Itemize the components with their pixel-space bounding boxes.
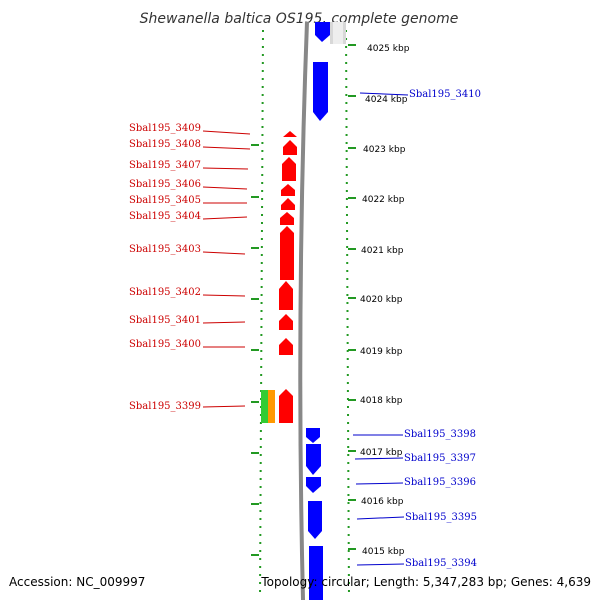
gene-arrow-reverse[interactable]: [281, 198, 295, 210]
gene-label[interactable]: Sbal195_3407: [129, 160, 201, 171]
scale-label: 4017 kbp: [360, 448, 403, 458]
gene-label[interactable]: Sbal195_3402: [129, 287, 201, 298]
gene-label[interactable]: Sbal195_3410: [409, 89, 481, 100]
gene-label[interactable]: Sbal195_3396: [404, 477, 476, 488]
scale-label: 4022 kbp: [362, 195, 405, 205]
label-leader-line: [202, 294, 246, 297]
reverse-strand-genes: [261, 131, 297, 423]
gene-label[interactable]: Sbal195_3404: [129, 211, 201, 222]
gene-arrow-reverse[interactable]: [279, 281, 293, 310]
right-dotted-ruler: [345, 29, 350, 599]
gene-label[interactable]: Sbal195_3398: [404, 429, 476, 440]
gene-label[interactable]: Sbal195_3409: [129, 123, 201, 134]
gene-arrow-reverse[interactable]: [279, 389, 293, 423]
gene-arrow-forward[interactable]: [309, 546, 323, 600]
scale-label: 4015 kbp: [362, 547, 405, 557]
left-gene-labels: Sbal195_3409 Sbal195_3408 Sbal195_3407 S…: [129, 123, 251, 412]
label-leader-line: [202, 251, 246, 255]
genome-backbone: [298, 21, 309, 600]
forward-strand-genes: [306, 22, 330, 600]
scale-tick-marks: [251, 44, 356, 556]
gene-label[interactable]: Sbal195_3394: [405, 558, 477, 569]
gene-label[interactable]: Sbal195_3395: [405, 512, 477, 523]
gene-label[interactable]: Sbal195_3397: [404, 453, 476, 464]
scale-label: 4023 kbp: [363, 145, 406, 155]
label-leader-line: [202, 321, 246, 324]
label-leader-line: [356, 516, 405, 520]
gene-arrow-reverse[interactable]: [283, 140, 297, 155]
gene-arrow-reverse[interactable]: [280, 212, 294, 225]
scale-label: 4024 kbp: [365, 95, 408, 105]
label-leader-line: [356, 563, 405, 566]
gene-arrow-forward[interactable]: [306, 444, 321, 475]
right-gene-labels: Sbal195_3410 Sbal195_3398 Sbal195_3397 S…: [353, 89, 481, 569]
gene-label[interactable]: Sbal195_3401: [129, 315, 201, 326]
top-sequence-bar-highlight: [333, 22, 343, 44]
rna-feature-orange[interactable]: [268, 390, 275, 423]
gene-arrow-forward[interactable]: [308, 501, 322, 539]
scale-label: 4025 kbp: [367, 44, 410, 54]
gene-label[interactable]: Sbal195_3403: [129, 244, 201, 255]
gene-arrow-reverse[interactable]: [280, 226, 294, 280]
gene-label[interactable]: Sbal195_3399: [129, 401, 201, 412]
label-leader-line: [202, 405, 246, 408]
gene-arrow-reverse[interactable]: [281, 184, 295, 196]
genome-summary-text: Topology: circular; Length: 5,347,283 bp…: [260, 575, 591, 589]
gene-arrow-forward[interactable]: [306, 428, 320, 443]
rna-feature-green[interactable]: [261, 390, 268, 423]
gene-arrow-forward[interactable]: [315, 22, 330, 42]
scale-labels: 4025 kbp 4024 kbp 4023 kbp 4022 kbp 4021…: [360, 44, 410, 557]
left-dotted-ruler: [259, 29, 264, 599]
label-leader-line: [359, 92, 409, 96]
label-leader-line: [202, 186, 248, 190]
gene-arrow-reverse[interactable]: [283, 131, 297, 137]
scale-label: 4021 kbp: [361, 246, 404, 256]
gene-arrow-forward[interactable]: [313, 62, 328, 121]
scale-label: 4019 kbp: [360, 347, 403, 357]
label-leader-line: [202, 130, 251, 135]
scale-label: 4020 kbp: [360, 295, 403, 305]
gene-arrow-reverse[interactable]: [279, 338, 293, 355]
gene-arrow-forward[interactable]: [306, 477, 321, 493]
gene-label[interactable]: Sbal195_3406: [129, 179, 201, 190]
gene-label[interactable]: Sbal195_3400: [129, 339, 201, 350]
label-leader-line: [202, 167, 249, 170]
label-leader-line: [202, 146, 251, 150]
gene-label[interactable]: Sbal195_3405: [129, 195, 201, 206]
map-title: Shewanella baltica OS195, complete genom…: [140, 11, 459, 27]
gene-label[interactable]: Sbal195_3408: [129, 139, 201, 150]
accession-text: Accession: NC_009997: [9, 575, 145, 589]
scale-label: 4016 kbp: [361, 497, 404, 507]
label-leader-line: [355, 482, 404, 485]
label-leader-line: [202, 216, 248, 220]
gene-arrow-reverse[interactable]: [279, 314, 293, 330]
label-leader-line: [354, 457, 404, 460]
gene-arrow-reverse[interactable]: [282, 157, 296, 181]
scale-label: 4018 kbp: [360, 396, 403, 406]
